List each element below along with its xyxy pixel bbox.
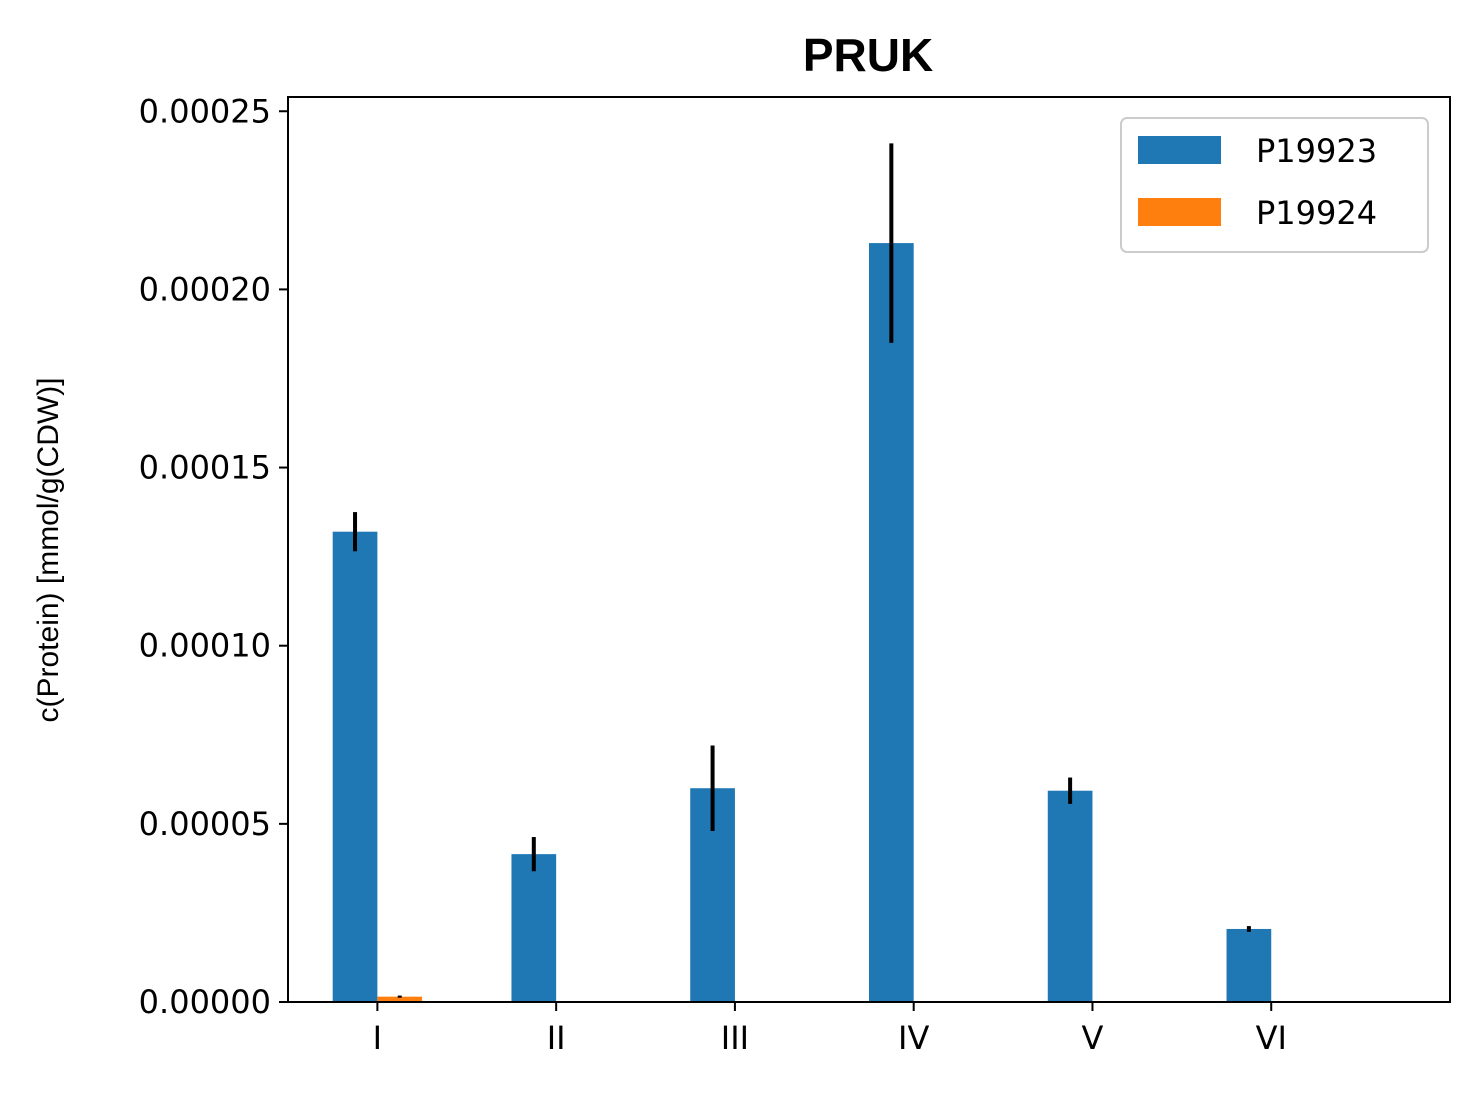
bar-P19924-I	[377, 996, 423, 1002]
legend-swatch-P19924	[1138, 198, 1221, 226]
x-tick-label: V	[1082, 1019, 1104, 1057]
chart-title: PRUK	[803, 29, 933, 81]
y-tick-label: 0.00000	[139, 983, 271, 1021]
plot-frame	[287, 96, 1451, 1003]
legend: P19923 P19924	[1120, 117, 1429, 253]
x-tick-label: VI	[1256, 1019, 1287, 1057]
bar-P19923-IV	[869, 243, 914, 1002]
y-tick-label: 0.00025	[139, 92, 271, 130]
y-tick-label: 0.00010	[139, 627, 271, 665]
bar-P19923-I	[332, 531, 378, 1002]
bars-layer	[332, 243, 1272, 1002]
x-tick-label: IV	[898, 1019, 929, 1057]
x-tick-label: II	[547, 1019, 566, 1057]
bar-P19923-VI	[1226, 928, 1272, 1002]
x-tick-label: I	[373, 1019, 382, 1057]
legend-swatch-P19923	[1138, 136, 1221, 164]
bar-P19923-V	[1047, 790, 1093, 1002]
y-tick-label: 0.00015	[139, 449, 271, 487]
y-axis-label: c(Protein) [mmol/g(CDW)]	[32, 377, 65, 722]
axes-layer: 0.00000 0.00005 0.00010 0.00015 0.00020 0.000…	[139, 92, 1451, 1057]
y-tick-label: 0.00005	[139, 805, 271, 843]
x-tick-label: III	[721, 1019, 749, 1057]
y-tick-label: 0.00020	[139, 270, 271, 308]
bar-P19923-II	[511, 854, 557, 1002]
error-bars-layer	[353, 143, 1251, 1002]
legend-label-P19923: P19923	[1256, 132, 1377, 170]
legend-label-P19924: P19924	[1256, 194, 1377, 232]
